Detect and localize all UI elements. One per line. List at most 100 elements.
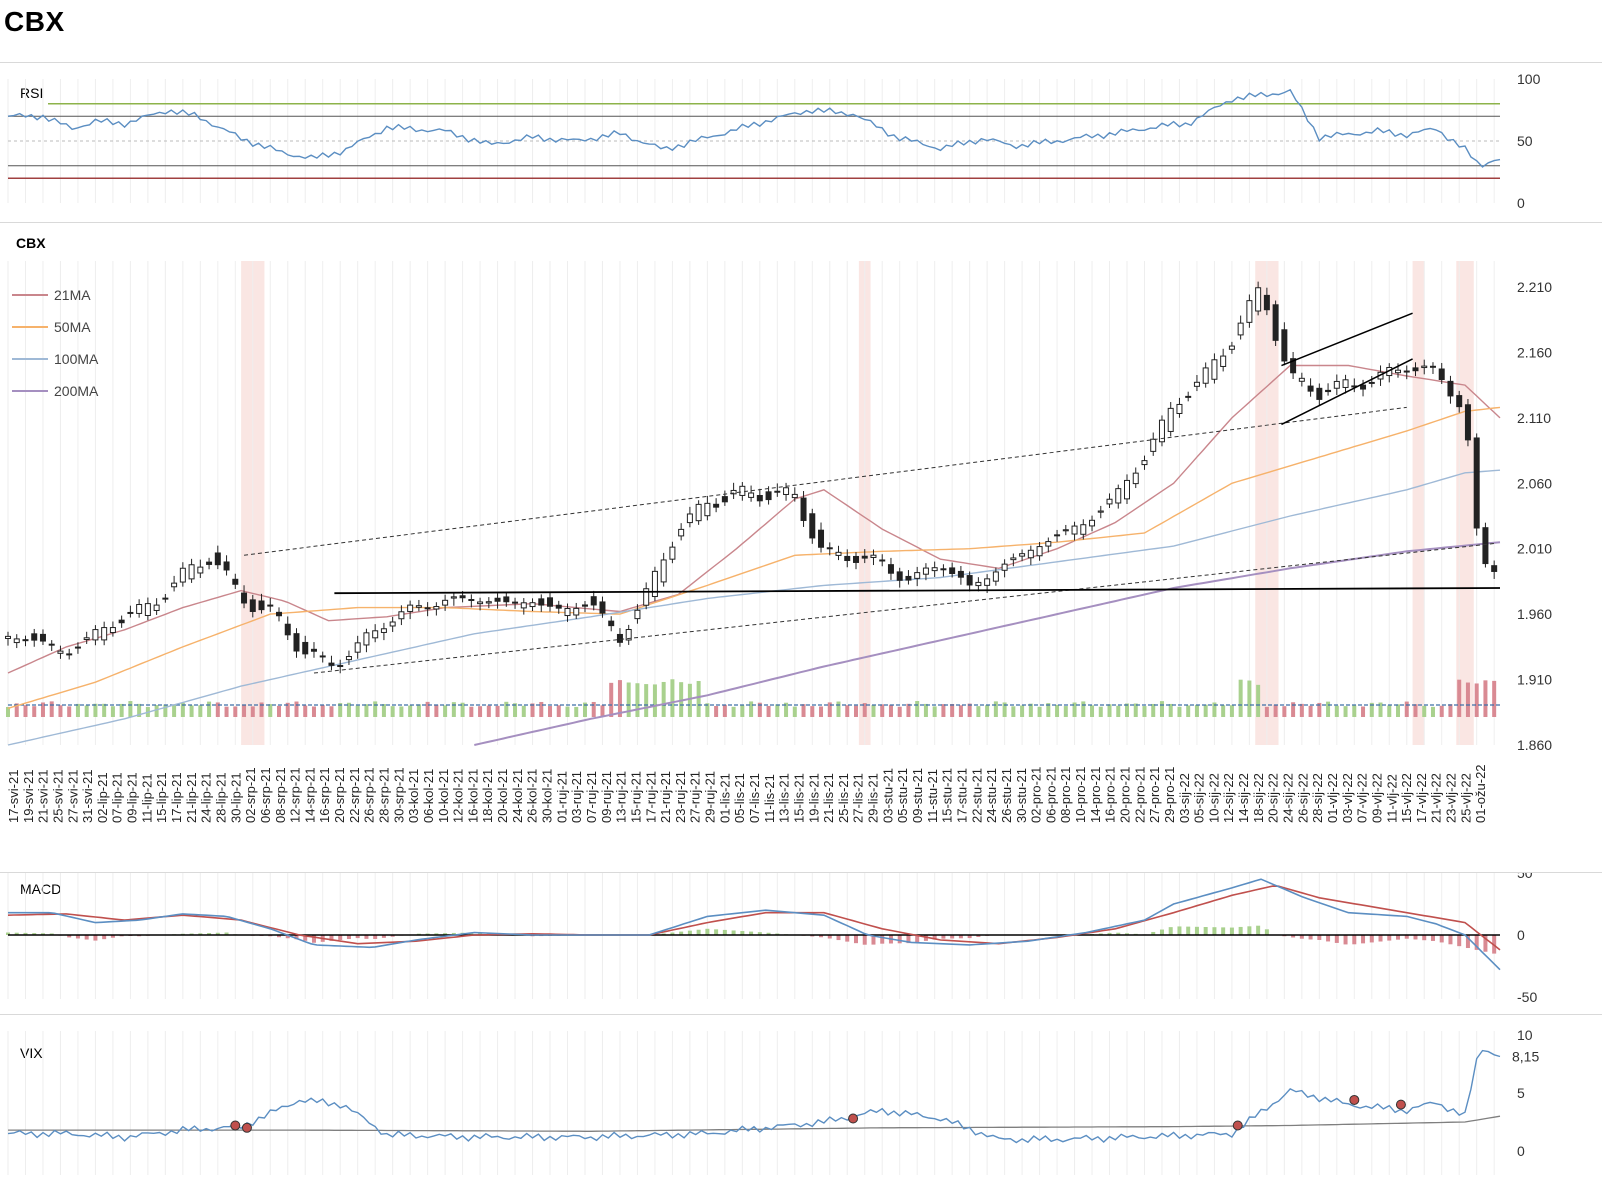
candle-body — [679, 529, 684, 535]
macd-y-tick-1: 0 — [1517, 927, 1525, 943]
candle-body — [784, 488, 789, 495]
candle-body — [1396, 370, 1401, 372]
vix-signal-marker-5 — [1396, 1100, 1405, 1109]
date-label-96: 21-vlj-22 — [1429, 773, 1444, 823]
candle-body — [652, 571, 657, 596]
date-label-26: 30-srp-21 — [391, 767, 406, 823]
volume-bar — [898, 707, 902, 717]
candle-body — [32, 634, 37, 640]
candle-body — [1369, 382, 1374, 383]
volume-bar — [1396, 704, 1400, 717]
candle-body — [1186, 396, 1191, 397]
volume-bar — [1011, 706, 1015, 717]
volume-bar — [1422, 706, 1426, 717]
volume-bar — [67, 706, 71, 717]
volume-bar — [574, 707, 578, 717]
date-label-7: 07-lip-21 — [110, 772, 125, 823]
date-label-52: 13-lis-21 — [777, 773, 792, 823]
candle-body — [775, 491, 780, 492]
candle-body — [1361, 385, 1366, 389]
candle-body — [277, 612, 282, 615]
volume-bar — [1475, 683, 1479, 717]
volume-bar — [1326, 702, 1330, 717]
candle-body — [941, 569, 946, 570]
date-label-79: 03-sij-22 — [1177, 773, 1192, 823]
price-y-tick-1: 2.160 — [1517, 344, 1552, 360]
volume-bar — [1492, 681, 1496, 717]
candle-body — [346, 657, 351, 660]
candle-body — [1002, 564, 1007, 570]
macd-histogram-bar — [1169, 927, 1173, 935]
candle-body — [1055, 535, 1060, 536]
volume-bar — [1344, 706, 1348, 717]
candle-body — [102, 628, 107, 640]
candle-body — [1011, 558, 1016, 560]
candle-body — [163, 598, 168, 599]
date-label-45: 23-ruj-21 — [673, 771, 688, 823]
volume-bar — [1448, 704, 1452, 717]
date-label-47: 29-ruj-21 — [703, 771, 718, 823]
candle-body — [58, 651, 63, 653]
macd-histogram-bar — [1256, 926, 1260, 935]
date-label-15: 30-lip-21 — [228, 772, 243, 823]
volume-bar — [697, 681, 701, 717]
price-y-tick-0: 2.210 — [1517, 279, 1552, 295]
candle-body — [1308, 386, 1313, 391]
candle-body — [1474, 438, 1479, 528]
candle-body — [1037, 547, 1042, 556]
candle-body — [1168, 408, 1173, 431]
date-label-75: 20-pro-21 — [1118, 767, 1133, 823]
candle-body — [1264, 295, 1269, 309]
candle-body — [757, 496, 762, 501]
price-y-tick-4: 2.010 — [1517, 541, 1552, 557]
volume-bar — [391, 706, 395, 717]
volume-bar — [373, 701, 377, 717]
date-label-12: 21-lip-21 — [184, 772, 199, 823]
candle-body — [591, 597, 596, 605]
candle-body — [1343, 380, 1348, 388]
candle-body — [1151, 439, 1156, 451]
date-label-1: 19-svi-21 — [21, 770, 36, 823]
volume-bar — [233, 706, 237, 717]
volume-bar — [1064, 706, 1068, 717]
volume-bar — [1142, 706, 1146, 717]
date-label-13: 24-lip-21 — [199, 772, 214, 823]
candle-body — [1125, 480, 1130, 498]
rsi-line — [8, 90, 1500, 167]
date-label-3: 25-svi-21 — [51, 770, 66, 823]
volume-bar — [1186, 705, 1190, 717]
date-label-33: 20-kol-21 — [495, 769, 510, 823]
volume-bar — [469, 707, 473, 717]
volume-bar — [740, 705, 744, 717]
date-label-59: 03-stu-21 — [880, 768, 895, 823]
volume-bar — [1431, 707, 1435, 717]
candle-body — [49, 644, 54, 645]
rsi-y-tick-0: 100 — [1517, 71, 1541, 87]
date-label-8: 09-lip-21 — [125, 772, 140, 823]
date-label-99: 01-ožu-22 — [1473, 764, 1488, 823]
date-label-4: 27-svi-21 — [65, 770, 80, 823]
volume-bar — [434, 705, 438, 717]
date-label-46: 27-ruj-21 — [688, 771, 703, 823]
candle-body — [862, 556, 867, 558]
volume-bar — [915, 701, 919, 717]
volume-bar — [906, 704, 910, 717]
date-label-63: 15-stu-21 — [940, 768, 955, 823]
volume-bar — [487, 706, 491, 717]
volume-bar — [1020, 706, 1024, 717]
volume-bar — [417, 704, 421, 717]
candle-body — [408, 605, 413, 611]
candle-body — [513, 602, 518, 603]
volume-bar — [1300, 704, 1304, 717]
candle-body — [303, 642, 308, 653]
candle-body — [819, 530, 824, 547]
date-label-18: 08-srp-21 — [273, 767, 288, 823]
candle-body — [1116, 489, 1121, 503]
volume-bar — [93, 704, 97, 717]
candle-body — [687, 514, 692, 523]
date-label-9: 11-lip-21 — [139, 773, 154, 823]
candle-body — [67, 654, 72, 655]
macd-histogram-bar — [1431, 935, 1435, 941]
